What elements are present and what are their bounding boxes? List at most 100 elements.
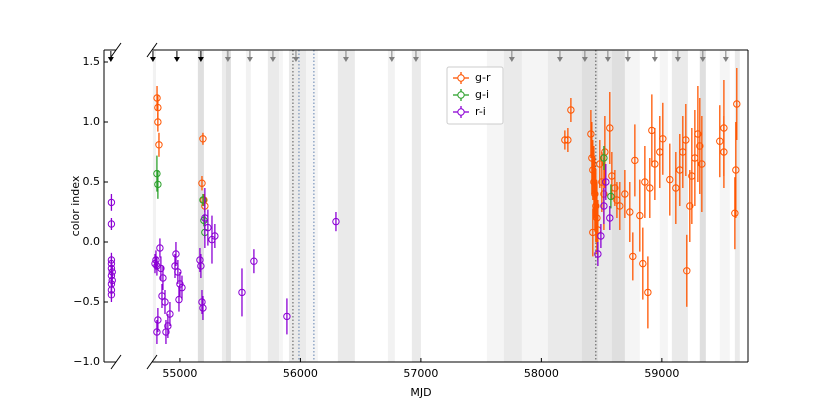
data-point (594, 250, 602, 258)
data-point (696, 142, 704, 150)
axis-break (146, 354, 158, 370)
data-point (154, 103, 162, 112)
data-point (607, 192, 615, 201)
shaded-span (152, 50, 156, 362)
shaded-span (624, 50, 640, 362)
data-point (644, 288, 652, 297)
data-point (631, 156, 639, 165)
data-point (332, 217, 340, 226)
arrow-head (173, 57, 180, 62)
legend-label: g-i (475, 88, 489, 101)
shaded-span (486, 50, 504, 362)
data-point (651, 160, 659, 168)
data-point (733, 100, 741, 108)
data-point (626, 208, 634, 216)
data-point (108, 276, 116, 285)
arrow-marker (342, 51, 349, 62)
shaded-span (699, 50, 706, 362)
shaded-span (197, 50, 204, 362)
shaded-span (719, 50, 730, 362)
x-tick-label: 57000 (403, 367, 438, 380)
data-point (176, 280, 184, 288)
x-axis-label: MJD (410, 386, 431, 399)
arrow-head (556, 57, 563, 62)
shaded-span (411, 50, 421, 362)
data-point (720, 148, 728, 156)
shaded-span (221, 50, 226, 362)
data-point (211, 232, 219, 240)
data-point (154, 316, 162, 324)
data-point (616, 202, 624, 210)
shaded-span (659, 50, 668, 362)
data-point (199, 304, 207, 312)
arrow-marker (269, 51, 276, 62)
data-point (629, 252, 637, 261)
shaded-span (581, 50, 598, 362)
data-point (686, 202, 694, 210)
data-point (153, 169, 161, 178)
data-point (698, 160, 706, 168)
data-point (107, 220, 116, 228)
y-tick-label: −0.5 (73, 295, 100, 308)
data-point (155, 141, 163, 149)
arrow-marker (197, 51, 204, 62)
shaded-span (245, 50, 251, 362)
arrow-marker (581, 51, 588, 62)
data-point (621, 190, 629, 198)
y-axis-label: color index (69, 175, 82, 236)
shaded-span (597, 50, 612, 362)
arrow-head (412, 57, 419, 62)
legend-swatch (457, 108, 465, 116)
arrow-head (722, 57, 729, 62)
data-point (159, 274, 167, 282)
data-point (731, 209, 739, 217)
arrow-head (651, 57, 658, 62)
data-point (611, 184, 619, 192)
legend-label: g-r (475, 71, 491, 84)
data-point (666, 175, 674, 184)
data-point (197, 262, 205, 270)
x-tick-label: 58000 (524, 367, 559, 380)
data-point (587, 130, 595, 138)
data-point (164, 322, 172, 330)
arrow-head (197, 57, 204, 62)
data-point (589, 228, 597, 237)
y-tick-label: −1.0 (73, 355, 100, 368)
shaded-span (278, 50, 283, 362)
data-point (672, 184, 680, 192)
y-tick-label: 0.5 (83, 175, 101, 188)
arrow-marker (674, 51, 681, 62)
data-point (606, 124, 614, 132)
data-point (157, 264, 165, 273)
arrow-head (699, 57, 706, 62)
data-point (606, 214, 614, 222)
arrow-marker (508, 51, 515, 62)
arrow-head (107, 57, 114, 62)
data-point (659, 135, 667, 143)
arrow-marker (173, 51, 180, 62)
axis-break (146, 42, 158, 58)
arrow-marker (149, 51, 156, 62)
data-point (153, 94, 161, 102)
data-point (154, 180, 162, 189)
arrow-marker (651, 51, 658, 62)
data-point (172, 250, 180, 258)
arrow-head (269, 57, 276, 62)
data-point (641, 178, 649, 186)
arrow-marker (604, 51, 611, 62)
legend-swatch (457, 74, 465, 82)
arrow-head (674, 57, 681, 62)
arrow-marker (388, 51, 395, 62)
data-point (178, 283, 186, 292)
shaded-span (225, 50, 231, 362)
data-point (592, 202, 600, 210)
shaded-span (267, 50, 279, 362)
shaded-span (288, 50, 306, 362)
data-point (596, 160, 604, 168)
shaded-span (337, 50, 355, 362)
arrow-marker (699, 51, 706, 62)
arrow-marker (556, 51, 563, 62)
data-point (694, 130, 702, 138)
data-point (107, 291, 116, 299)
shaded-span (611, 50, 625, 362)
